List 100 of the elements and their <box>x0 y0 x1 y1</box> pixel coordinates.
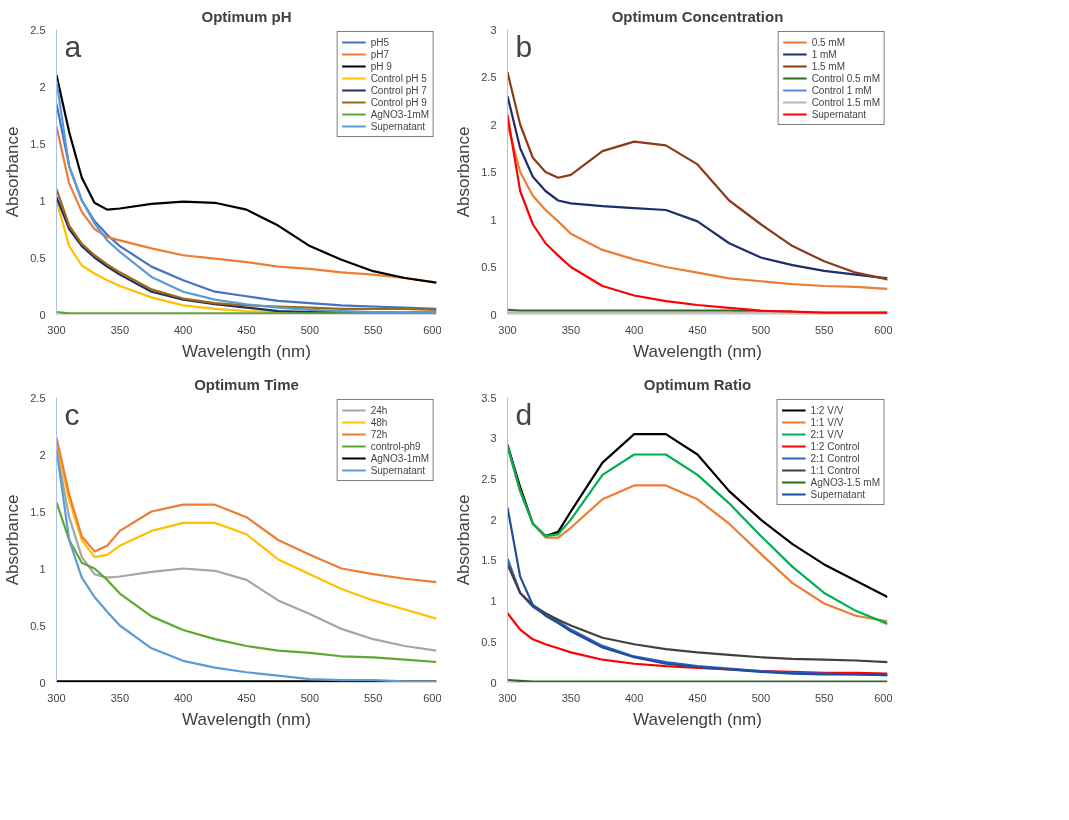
x-axis-title: Wavelength (nm) <box>633 709 762 729</box>
y-tick-label: 3 <box>490 432 497 445</box>
line-series <box>507 563 888 664</box>
x-tick-label: 600 <box>874 323 893 336</box>
legend-label: AgNO3-1.5 mM <box>810 476 880 488</box>
y-tick-label: 1.5 <box>481 166 497 178</box>
legend-label: Control pH 7 <box>370 84 427 96</box>
x-tick-label: 300 <box>498 323 517 336</box>
y-tick-label: 0.5 <box>30 619 46 632</box>
legend-label: AgNO3-1mM <box>370 452 429 464</box>
legend-label: pH5 <box>370 36 390 48</box>
x-tick-label: 350 <box>561 323 581 336</box>
legend-label: Control 1.5 mM <box>811 96 880 108</box>
legend-label: Control 0.5 mM <box>811 72 880 84</box>
legend-label: 1:2 V/V <box>810 404 844 416</box>
y-tick-label: 2.5 <box>481 71 497 83</box>
legend-label: 1:1 V/V <box>810 416 844 428</box>
line-series <box>56 501 437 664</box>
x-tick-label: 350 <box>110 323 130 336</box>
y-tick-label: 1 <box>39 194 46 207</box>
y-tick-label: 0.5 <box>481 635 497 648</box>
x-tick-label: 450 <box>237 323 256 336</box>
y-tick-label: 2.5 <box>30 391 46 404</box>
legend-label: 48h <box>370 416 389 428</box>
legend-label: Control pH 5 <box>370 72 427 84</box>
x-tick-label: 400 <box>624 323 644 336</box>
legend-label: 72h <box>370 428 389 440</box>
legend-label: 0.5 mM <box>811 36 845 48</box>
x-tick-label: 600 <box>874 691 893 704</box>
y-axis-title: Absorbance <box>3 126 23 218</box>
x-tick-label: 550 <box>363 323 383 336</box>
x-axis-title: Wavelength (nm) <box>182 341 311 361</box>
annotation: a <box>64 29 82 63</box>
legend-label: Control 1 mM <box>811 84 872 96</box>
legend-label: Supernatant <box>370 464 426 476</box>
y-tick-label: 1.5 <box>481 554 497 567</box>
x-tick-label: 500 <box>751 691 771 704</box>
line-series <box>56 436 437 584</box>
annotation: d <box>515 397 533 431</box>
y-tick-label: 0 <box>39 676 46 689</box>
y-tick-label: 0 <box>39 308 46 321</box>
x-tick-label: 300 <box>498 691 517 704</box>
y-tick-label: 3.5 <box>481 391 497 404</box>
y-tick-label: 1 <box>490 595 497 608</box>
legend-label: 1.5 mM <box>811 60 845 72</box>
y-tick-label: 2.5 <box>30 23 46 36</box>
x-tick-label: 300 <box>47 323 66 336</box>
x-tick-label: 550 <box>814 323 834 336</box>
legend-label: 1:2 Control <box>810 440 860 452</box>
y-tick-label: 1.5 <box>30 505 46 518</box>
y-tick-label: 1 <box>490 213 497 226</box>
annotation: b <box>515 29 533 63</box>
x-tick-label: 350 <box>561 691 581 704</box>
y-axis-title: Absorbance <box>454 126 474 218</box>
x-tick-label: 600 <box>423 691 442 704</box>
line-series <box>56 188 437 312</box>
y-tick-label: 1.5 <box>30 137 46 150</box>
y-tick-label: 2 <box>490 513 497 526</box>
y-axis-title: Absorbance <box>454 494 474 586</box>
legend-label: pH 9 <box>370 60 392 72</box>
y-tick-label: 0.5 <box>30 251 46 264</box>
y-tick-label: 0.5 <box>481 261 497 273</box>
x-tick-label: 450 <box>688 691 707 704</box>
x-tick-label: 400 <box>624 691 644 704</box>
y-tick-label: 1 <box>39 562 46 575</box>
x-tick-label: 500 <box>300 323 320 336</box>
chart-title: Optimum Time <box>194 375 299 393</box>
legend-label: AgNO3-1mM <box>370 108 429 120</box>
legend-label: Supernatant <box>370 120 426 132</box>
legend-label: Supernatant <box>810 488 866 500</box>
x-tick-label: 550 <box>814 691 834 704</box>
legend-label: Control pH 9 <box>370 96 427 108</box>
legend-label: Supernatant <box>811 108 867 120</box>
legend-label: 24h <box>370 404 389 416</box>
x-tick-label: 550 <box>363 691 383 704</box>
x-tick-label: 600 <box>423 323 442 336</box>
x-tick-label: 450 <box>237 691 256 704</box>
legend-label: pH7 <box>370 48 390 60</box>
y-tick-label: 0 <box>490 676 497 689</box>
legend-label: 2:1 Control <box>810 452 860 464</box>
x-tick-label: 450 <box>688 323 707 336</box>
line-series <box>507 506 888 677</box>
y-axis-title: Absorbance <box>3 494 23 586</box>
y-tick-label: 2 <box>490 118 497 131</box>
y-tick-label: 2 <box>39 80 46 93</box>
legend-label: 1 mM <box>811 48 837 60</box>
y-tick-label: 2 <box>39 448 46 461</box>
y-tick-label: 2.5 <box>481 472 497 485</box>
chart-title: Optimum pH <box>201 7 292 25</box>
x-tick-label: 500 <box>751 323 771 336</box>
legend-label: 1:1 Control <box>810 464 860 476</box>
annotation: c <box>64 397 80 431</box>
x-tick-label: 400 <box>173 691 193 704</box>
x-axis-title: Wavelength (nm) <box>633 341 762 361</box>
chart-title: Optimum Ratio <box>643 375 752 393</box>
chart-title: Optimum Concentration <box>611 7 784 25</box>
x-tick-label: 350 <box>110 691 130 704</box>
x-tick-label: 300 <box>47 691 66 704</box>
x-tick-label: 500 <box>300 691 320 704</box>
legend-label: 2:1 V/V <box>810 428 844 440</box>
